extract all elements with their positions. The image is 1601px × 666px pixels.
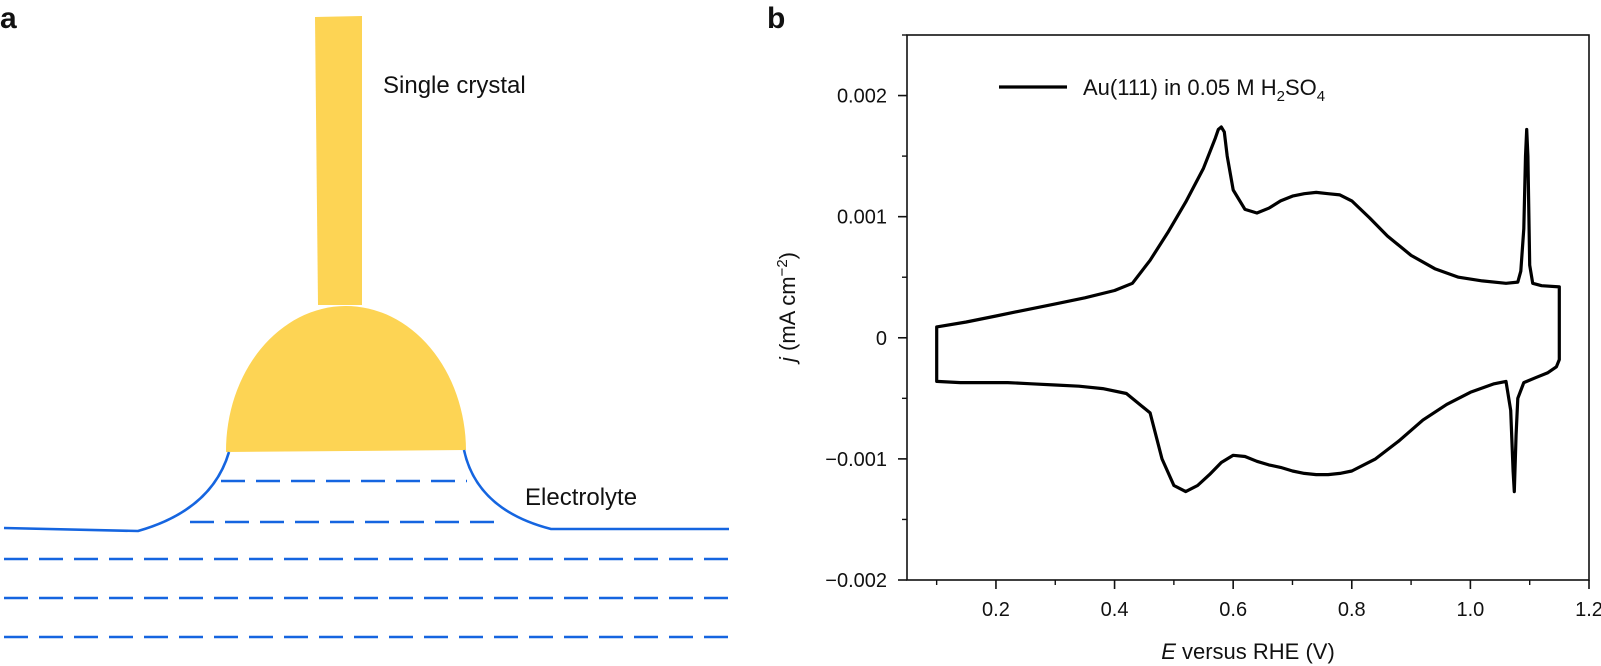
y-axis-title-sup: −2 <box>774 259 791 276</box>
legend-label: Au(111) in 0.05 M H2SO4 <box>1083 75 1325 105</box>
crystal-dome <box>225 305 466 452</box>
panel-a-schematic: a Single crystal Electrolyte <box>0 2 729 639</box>
cv-curve <box>935 125 1561 494</box>
single-crystal-label: Single crystal <box>383 72 526 99</box>
x-axis: 0.2 0.4 0.6 0.8 1.0 1.2 <box>935 580 1601 621</box>
x-axis-title-text: versus RHE (V) <box>1176 639 1335 664</box>
x-tick-label: 1.0 <box>1456 599 1484 621</box>
y-tick-label: 0.002 <box>837 86 887 108</box>
legend-sub-1: 2 <box>1277 88 1285 105</box>
y-tick-label: 0 <box>876 328 887 350</box>
panel-b-chart: b 0.2 0.4 0.6 0.8 1.0 1.2 −0.002 −0.001 0 0.001 0… <box>767 2 1601 664</box>
legend-part-1: Au(111) in 0.05 M H <box>1083 75 1277 100</box>
y-axis-title-end: ) <box>775 252 800 259</box>
y-axis: −0.002 −0.001 0 0.001 0.002 <box>825 34 907 592</box>
y-tick-label: −0.001 <box>825 449 887 471</box>
x-tick-label: 0.4 <box>1101 599 1129 621</box>
legend-sub-2: 4 <box>1317 88 1325 105</box>
meniscus-right <box>462 449 729 531</box>
x-tick-label: 1.2 <box>1575 599 1601 621</box>
y-axis-title-var: j <box>775 356 800 365</box>
plot-frame <box>906 34 1590 581</box>
y-tick-label: 0.001 <box>837 207 887 229</box>
electrolyte-label: Electrolyte <box>525 484 637 511</box>
x-tick-label: 0.2 <box>982 599 1010 621</box>
panel-b-letter: b <box>767 2 785 35</box>
meniscus-left <box>3 451 231 533</box>
legend: Au(111) in 0.05 M H2SO4 <box>999 75 1325 105</box>
x-tick-label: 0.8 <box>1338 599 1366 621</box>
y-tick-label: −0.002 <box>825 570 887 592</box>
legend-part-2: SO <box>1285 75 1317 100</box>
x-axis-title-var: E <box>1161 639 1176 664</box>
panel-a-letter: a <box>0 2 17 35</box>
crystal-stem <box>315 16 362 305</box>
y-axis-title: j (mA cm−2) <box>774 252 800 365</box>
x-axis-title: E versus RHE (V) <box>1161 639 1335 664</box>
electrolyte <box>3 449 729 639</box>
x-tick-label: 0.6 <box>1219 599 1247 621</box>
y-axis-title-text: (mA cm <box>775 276 800 357</box>
